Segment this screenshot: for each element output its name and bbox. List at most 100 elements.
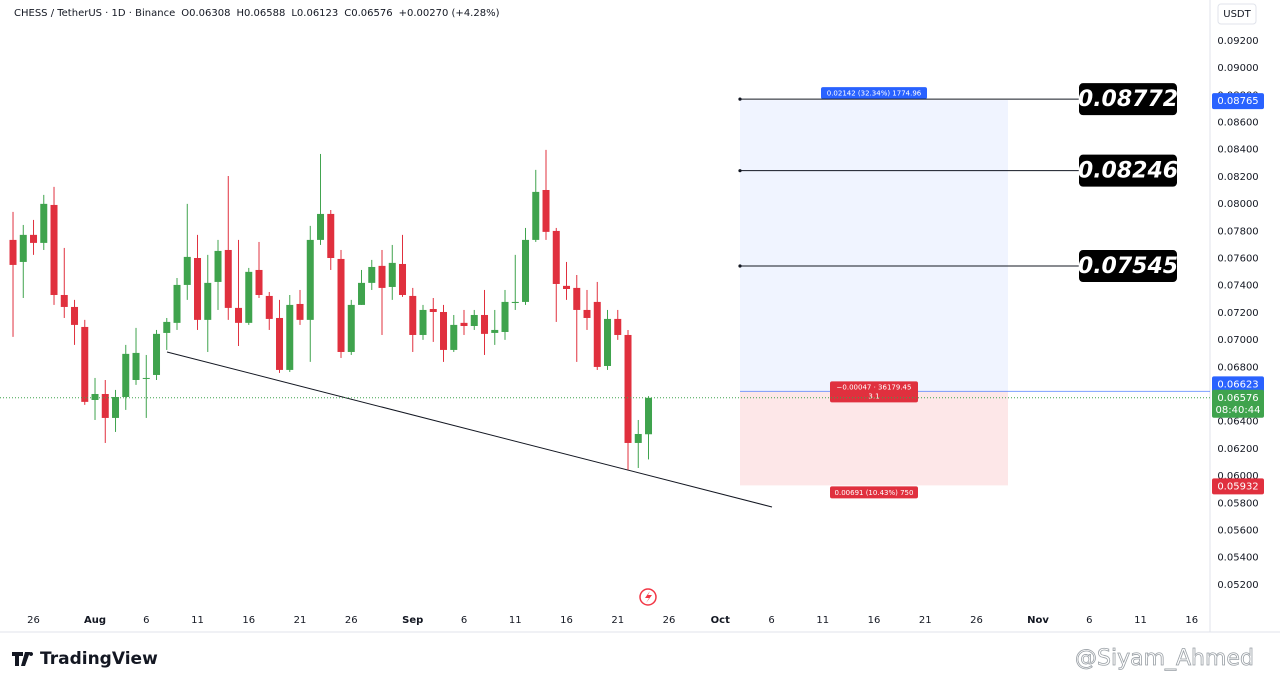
candle-body — [112, 396, 120, 418]
x-tick-label: 6 — [768, 615, 774, 626]
symbol: CHESS / TetherUS · 1D · Binance — [14, 8, 175, 19]
x-tick-label: 26 — [970, 615, 983, 626]
candle-body — [419, 309, 427, 335]
candle-body — [255, 269, 263, 295]
candle-body — [440, 311, 448, 350]
y-tick-label: 0.05800 — [1217, 498, 1258, 509]
y-tick-label: 0.07200 — [1217, 308, 1258, 319]
y-tick-label: 0.08400 — [1217, 145, 1258, 156]
y-tick-label: 0.06800 — [1217, 362, 1258, 373]
candle-body — [501, 301, 509, 332]
profit-zone — [740, 100, 1008, 392]
candle-body — [337, 258, 345, 352]
x-tick-label: 16 — [242, 615, 255, 626]
y-tick-label: 0.05400 — [1217, 553, 1258, 564]
candle-body — [40, 203, 48, 243]
candle-body — [235, 307, 243, 323]
candle-body — [368, 266, 376, 283]
candle-body — [50, 204, 58, 295]
x-tick-label: 6 — [461, 615, 467, 626]
candle-body — [19, 234, 27, 262]
y-tick-label: 0.06400 — [1217, 417, 1258, 428]
y-tick-label: 0.07400 — [1217, 281, 1258, 292]
level-anchor — [738, 97, 742, 101]
level-label: 0.08772 — [1078, 87, 1178, 112]
candle-body — [470, 314, 478, 326]
candle-body — [306, 239, 314, 320]
candle-body — [358, 282, 366, 305]
legend-close: C0.06576 — [344, 8, 392, 19]
candle-body — [645, 397, 653, 435]
y-tick-label: 0.09000 — [1217, 63, 1258, 74]
target-tag — [1212, 93, 1264, 110]
candle-body — [173, 284, 181, 323]
watermark: @Siyam_Ahmed — [1075, 646, 1254, 671]
x-tick-label: 16 — [560, 615, 573, 626]
x-tick-label: 11 — [509, 615, 522, 626]
candle-body — [163, 321, 171, 333]
legend-open: O0.06308 — [181, 8, 230, 19]
candle-body — [286, 304, 294, 370]
x-tick-label: Nov — [1027, 615, 1049, 626]
candle-body — [409, 295, 417, 335]
candle-body — [101, 393, 109, 418]
candle-body — [532, 191, 540, 240]
candle-body — [122, 353, 130, 397]
x-tick-label: 26 — [663, 615, 676, 626]
legend-high: H0.06588 — [236, 8, 285, 19]
candle-body — [327, 213, 335, 258]
candle-body — [317, 213, 325, 240]
candle-body — [91, 393, 99, 400]
y-tick-label: 0.07800 — [1217, 226, 1258, 237]
x-tick-label: 26 — [345, 615, 358, 626]
x-tick-label: 16 — [1185, 615, 1198, 626]
level-label: 0.08246 — [1078, 159, 1178, 184]
entry-label-box — [830, 381, 918, 403]
candle-body — [224, 249, 232, 308]
y-tick-label: 0.05600 — [1217, 526, 1258, 537]
candle-body — [634, 433, 642, 443]
brand: TradingView — [40, 649, 158, 669]
candle-body — [183, 256, 191, 285]
x-tick-label: Oct — [711, 615, 730, 626]
candle-body — [604, 318, 612, 366]
level-label-box — [1079, 154, 1177, 187]
y-tick-label: 0.06200 — [1217, 444, 1258, 455]
stop-tag — [1212, 478, 1264, 495]
candle-body — [194, 257, 202, 320]
candle-body — [9, 239, 17, 265]
currency-box[interactable] — [1217, 3, 1257, 25]
candle-body — [214, 250, 222, 282]
candle-body — [132, 352, 140, 380]
candle-body — [296, 303, 304, 320]
candle-body — [522, 239, 530, 302]
x-tick-label: 11 — [816, 615, 829, 626]
candle-body — [378, 265, 386, 288]
level-label: 0.07545 — [1078, 254, 1178, 279]
target-label: 0.02142 (32.34%) 1774.96 — [827, 90, 922, 98]
target-tag-label: 0.08765 — [1217, 96, 1258, 107]
candle-body — [399, 263, 407, 295]
candle-body — [460, 322, 468, 326]
y-tick-label: 0.05200 — [1217, 580, 1258, 591]
candle-body — [481, 314, 489, 334]
entry-tag-label: 0.06623 — [1217, 379, 1258, 390]
candle-body — [204, 282, 212, 320]
x-tick-label: 11 — [191, 615, 204, 626]
candle-body — [265, 295, 273, 319]
candle-body — [30, 234, 38, 243]
header: CHESS / TetherUS · 1D · Binance O0.06308 H… — [14, 8, 500, 19]
candle-body — [552, 230, 560, 284]
candle-body — [429, 308, 437, 312]
candle-body — [142, 377, 150, 379]
candle-body — [511, 301, 519, 304]
y-tick-label: 0.07000 — [1217, 335, 1258, 346]
x-tick-label: 21 — [611, 615, 624, 626]
last-price-tag-label: 0.06576 — [1217, 393, 1258, 404]
candle-body — [583, 309, 591, 318]
candle-body — [491, 329, 499, 333]
currency[interactable]: USDT — [1223, 9, 1251, 20]
candle-body — [153, 333, 161, 375]
candle-body — [60, 294, 68, 307]
